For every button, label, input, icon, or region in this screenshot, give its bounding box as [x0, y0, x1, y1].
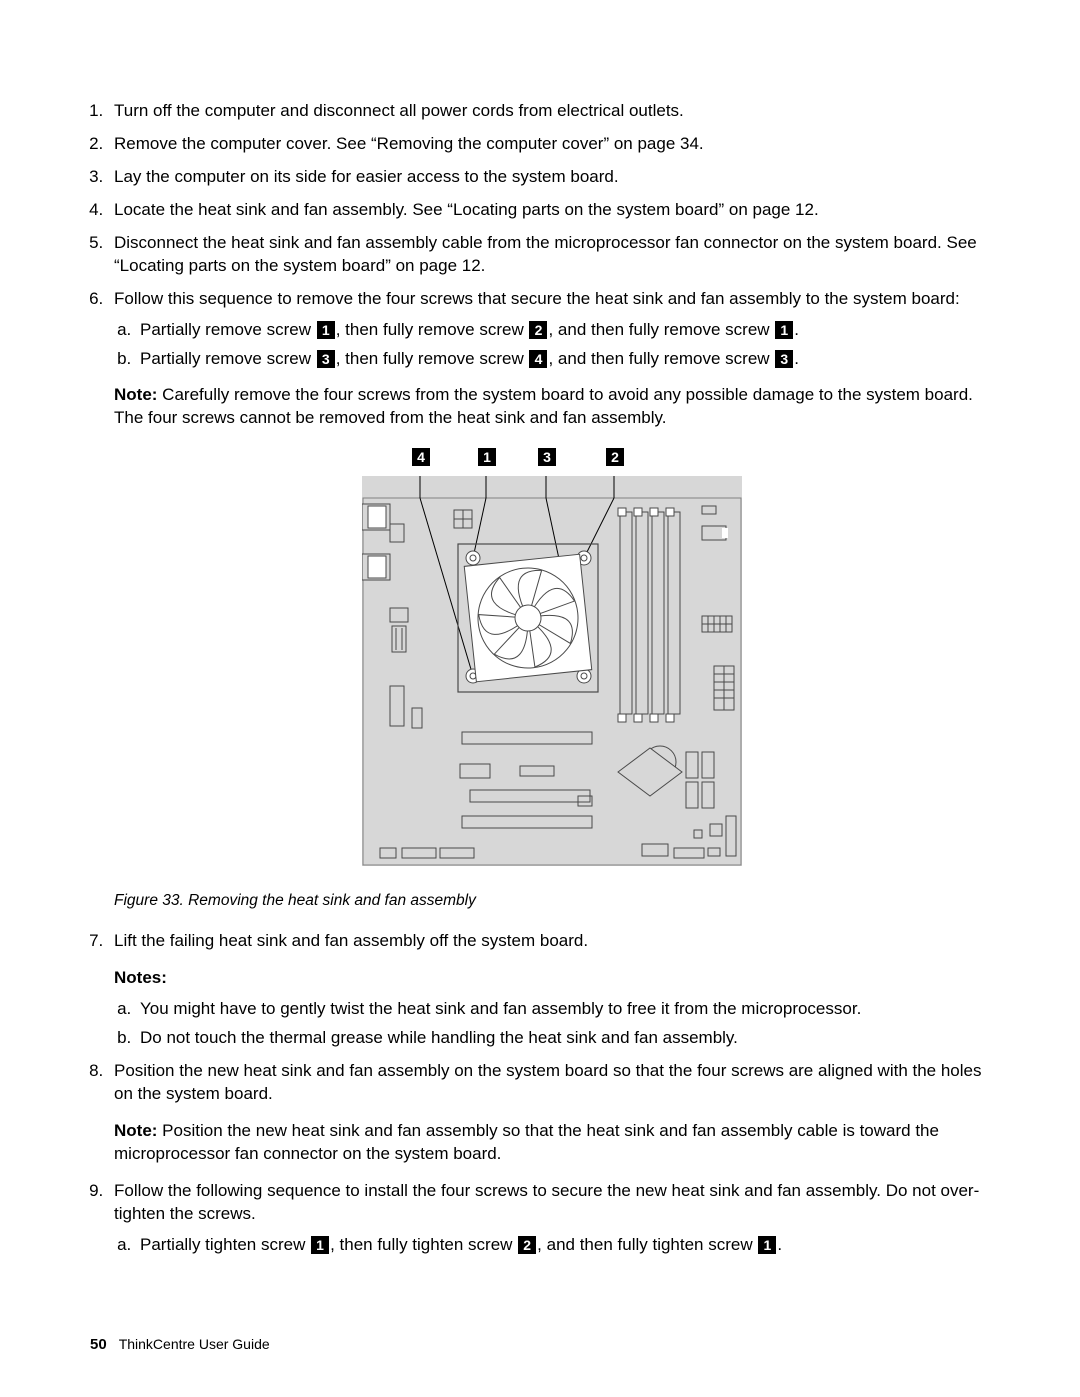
text-fragment: Partially remove screw — [140, 349, 316, 368]
note-label: Note: — [114, 385, 157, 404]
callout-3-icon: 3 — [775, 350, 793, 368]
step-6b: Partially remove screw 3, then fully rem… — [136, 348, 990, 371]
notes-label: Notes: — [114, 967, 990, 990]
callout-1-icon: 1 — [775, 321, 793, 339]
motherboard-diagram-icon — [362, 476, 742, 866]
step-6-sublist: Partially remove screw 1, then fully rem… — [136, 319, 990, 371]
step-6-note: Note: Carefully remove the four screws f… — [114, 384, 990, 430]
text-fragment: . — [777, 1235, 782, 1254]
step-6: Follow this sequence to remove the four … — [108, 288, 990, 913]
callout-4-icon: 4 — [529, 350, 547, 368]
callout-3-icon: 3 — [317, 350, 335, 368]
callout-1-icon: 1 — [758, 1236, 776, 1254]
instruction-list: Turn off the computer and disconnect all… — [108, 100, 990, 1256]
callout-2-icon: 2 — [529, 321, 547, 339]
step-7-sublist: You might have to gently twist the heat … — [136, 998, 990, 1050]
step-7b: Do not touch the thermal grease while ha… — [136, 1027, 990, 1050]
step-4: Locate the heat sink and fan assembly. S… — [108, 199, 990, 222]
note-text: Carefully remove the four screws from th… — [114, 385, 973, 427]
callout-1-icon: 1 — [311, 1236, 329, 1254]
step-9a: Partially tighten screw 1, then fully ti… — [136, 1234, 990, 1257]
page-footer: 50 ThinkCentre User Guide — [90, 1335, 270, 1355]
document-page: Turn off the computer and disconnect all… — [0, 0, 1080, 1397]
footer-title: ThinkCentre User Guide — [119, 1336, 270, 1352]
step-6-text: Follow this sequence to remove the four … — [114, 289, 960, 308]
step-9-text: Follow the following sequence to install… — [114, 1181, 979, 1223]
figure-33: 4 1 3 2 — [114, 448, 990, 873]
text-fragment: , and then fully tighten screw — [537, 1235, 757, 1254]
text-fragment: Partially remove screw — [140, 320, 316, 339]
step-9: Follow the following sequence to install… — [108, 1180, 990, 1257]
step-8-note: Note: Position the new heat sink and fan… — [114, 1120, 990, 1166]
step-8: Position the new heat sink and fan assem… — [108, 1060, 990, 1166]
diagram-callout-3-icon: 3 — [538, 448, 556, 466]
step-8-text: Position the new heat sink and fan assem… — [114, 1061, 982, 1103]
diagram-callout-2-icon: 2 — [606, 448, 624, 466]
text-fragment: Partially tighten screw — [140, 1235, 310, 1254]
step-7a: You might have to gently twist the heat … — [136, 998, 990, 1021]
text-fragment: , then fully remove screw — [336, 349, 529, 368]
note-text: Position the new heat sink and fan assem… — [114, 1121, 939, 1163]
step-9-sublist: Partially tighten screw 1, then fully ti… — [136, 1234, 990, 1257]
text-fragment: , and then fully remove screw — [548, 320, 774, 339]
text-fragment: , then fully remove screw — [336, 320, 529, 339]
step-7: Lift the failing heat sink and fan assem… — [108, 930, 990, 1050]
step-2: Remove the computer cover. See “Removing… — [108, 133, 990, 156]
step-3: Lay the computer on its side for easier … — [108, 166, 990, 189]
text-fragment: . — [794, 349, 799, 368]
note-label: Note: — [114, 1121, 157, 1140]
diagram-callout-1-icon: 1 — [478, 448, 496, 466]
text-fragment: . — [794, 320, 799, 339]
callout-2-icon: 2 — [518, 1236, 536, 1254]
text-fragment: , then fully tighten screw — [330, 1235, 517, 1254]
page-number: 50 — [90, 1336, 107, 1353]
step-6a: Partially remove screw 1, then fully rem… — [136, 319, 990, 342]
step-7-text: Lift the failing heat sink and fan assem… — [114, 931, 588, 950]
step-1: Turn off the computer and disconnect all… — [108, 100, 990, 123]
step-5: Disconnect the heat sink and fan assembl… — [108, 232, 990, 278]
callout-1-icon: 1 — [317, 321, 335, 339]
text-fragment: , and then fully remove screw — [548, 349, 774, 368]
diagram-callout-4-icon: 4 — [412, 448, 430, 466]
figure-caption: Figure 33. Removing the heat sink and fa… — [114, 891, 990, 912]
